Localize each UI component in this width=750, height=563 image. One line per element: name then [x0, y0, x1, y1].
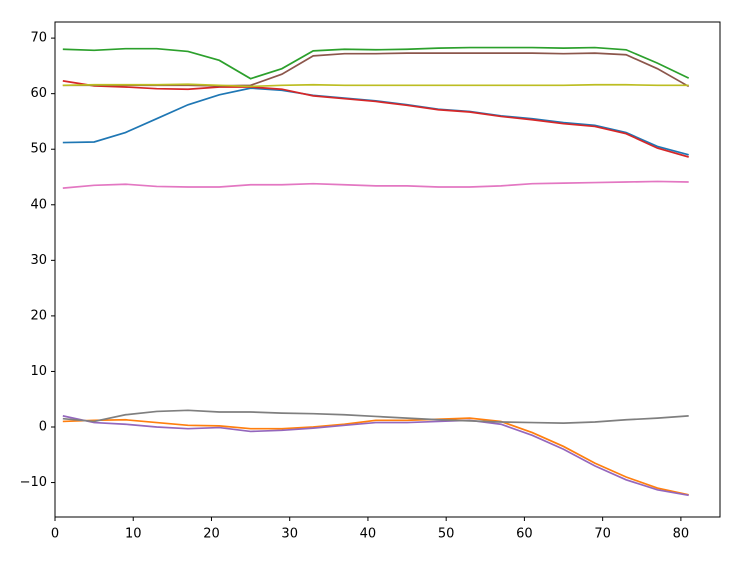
y-tick-label: 40	[30, 197, 47, 212]
x-tick-label: 80	[673, 527, 690, 542]
series-line	[62, 180, 689, 189]
series-line	[62, 415, 689, 497]
x-tick-label: 20	[203, 527, 220, 542]
x-tick-label: 50	[438, 527, 455, 542]
y-tick-label: 70	[30, 31, 47, 46]
series-line	[62, 409, 689, 424]
y-tick-label: 30	[30, 253, 47, 268]
series-line	[62, 87, 689, 156]
series-line	[62, 83, 689, 88]
y-tick-label: −10	[20, 475, 47, 490]
series-line	[62, 417, 689, 496]
series-line	[62, 80, 689, 158]
y-tick-label: 20	[30, 308, 47, 323]
y-tick-label: 0	[39, 420, 47, 435]
series-line	[62, 52, 690, 88]
x-tick-label: 70	[594, 527, 611, 542]
y-tick-label: 60	[30, 86, 47, 101]
x-tick-label: 0	[51, 527, 59, 542]
x-tick-label: 60	[516, 527, 533, 542]
x-tick-label: 30	[281, 527, 298, 542]
plot-frame	[54, 21, 721, 518]
y-tick-label: 50	[30, 142, 47, 157]
series-line	[62, 46, 690, 80]
x-tick-label: 40	[360, 527, 377, 542]
x-tick-label: 10	[125, 527, 142, 542]
y-tick-label: 10	[30, 364, 47, 379]
